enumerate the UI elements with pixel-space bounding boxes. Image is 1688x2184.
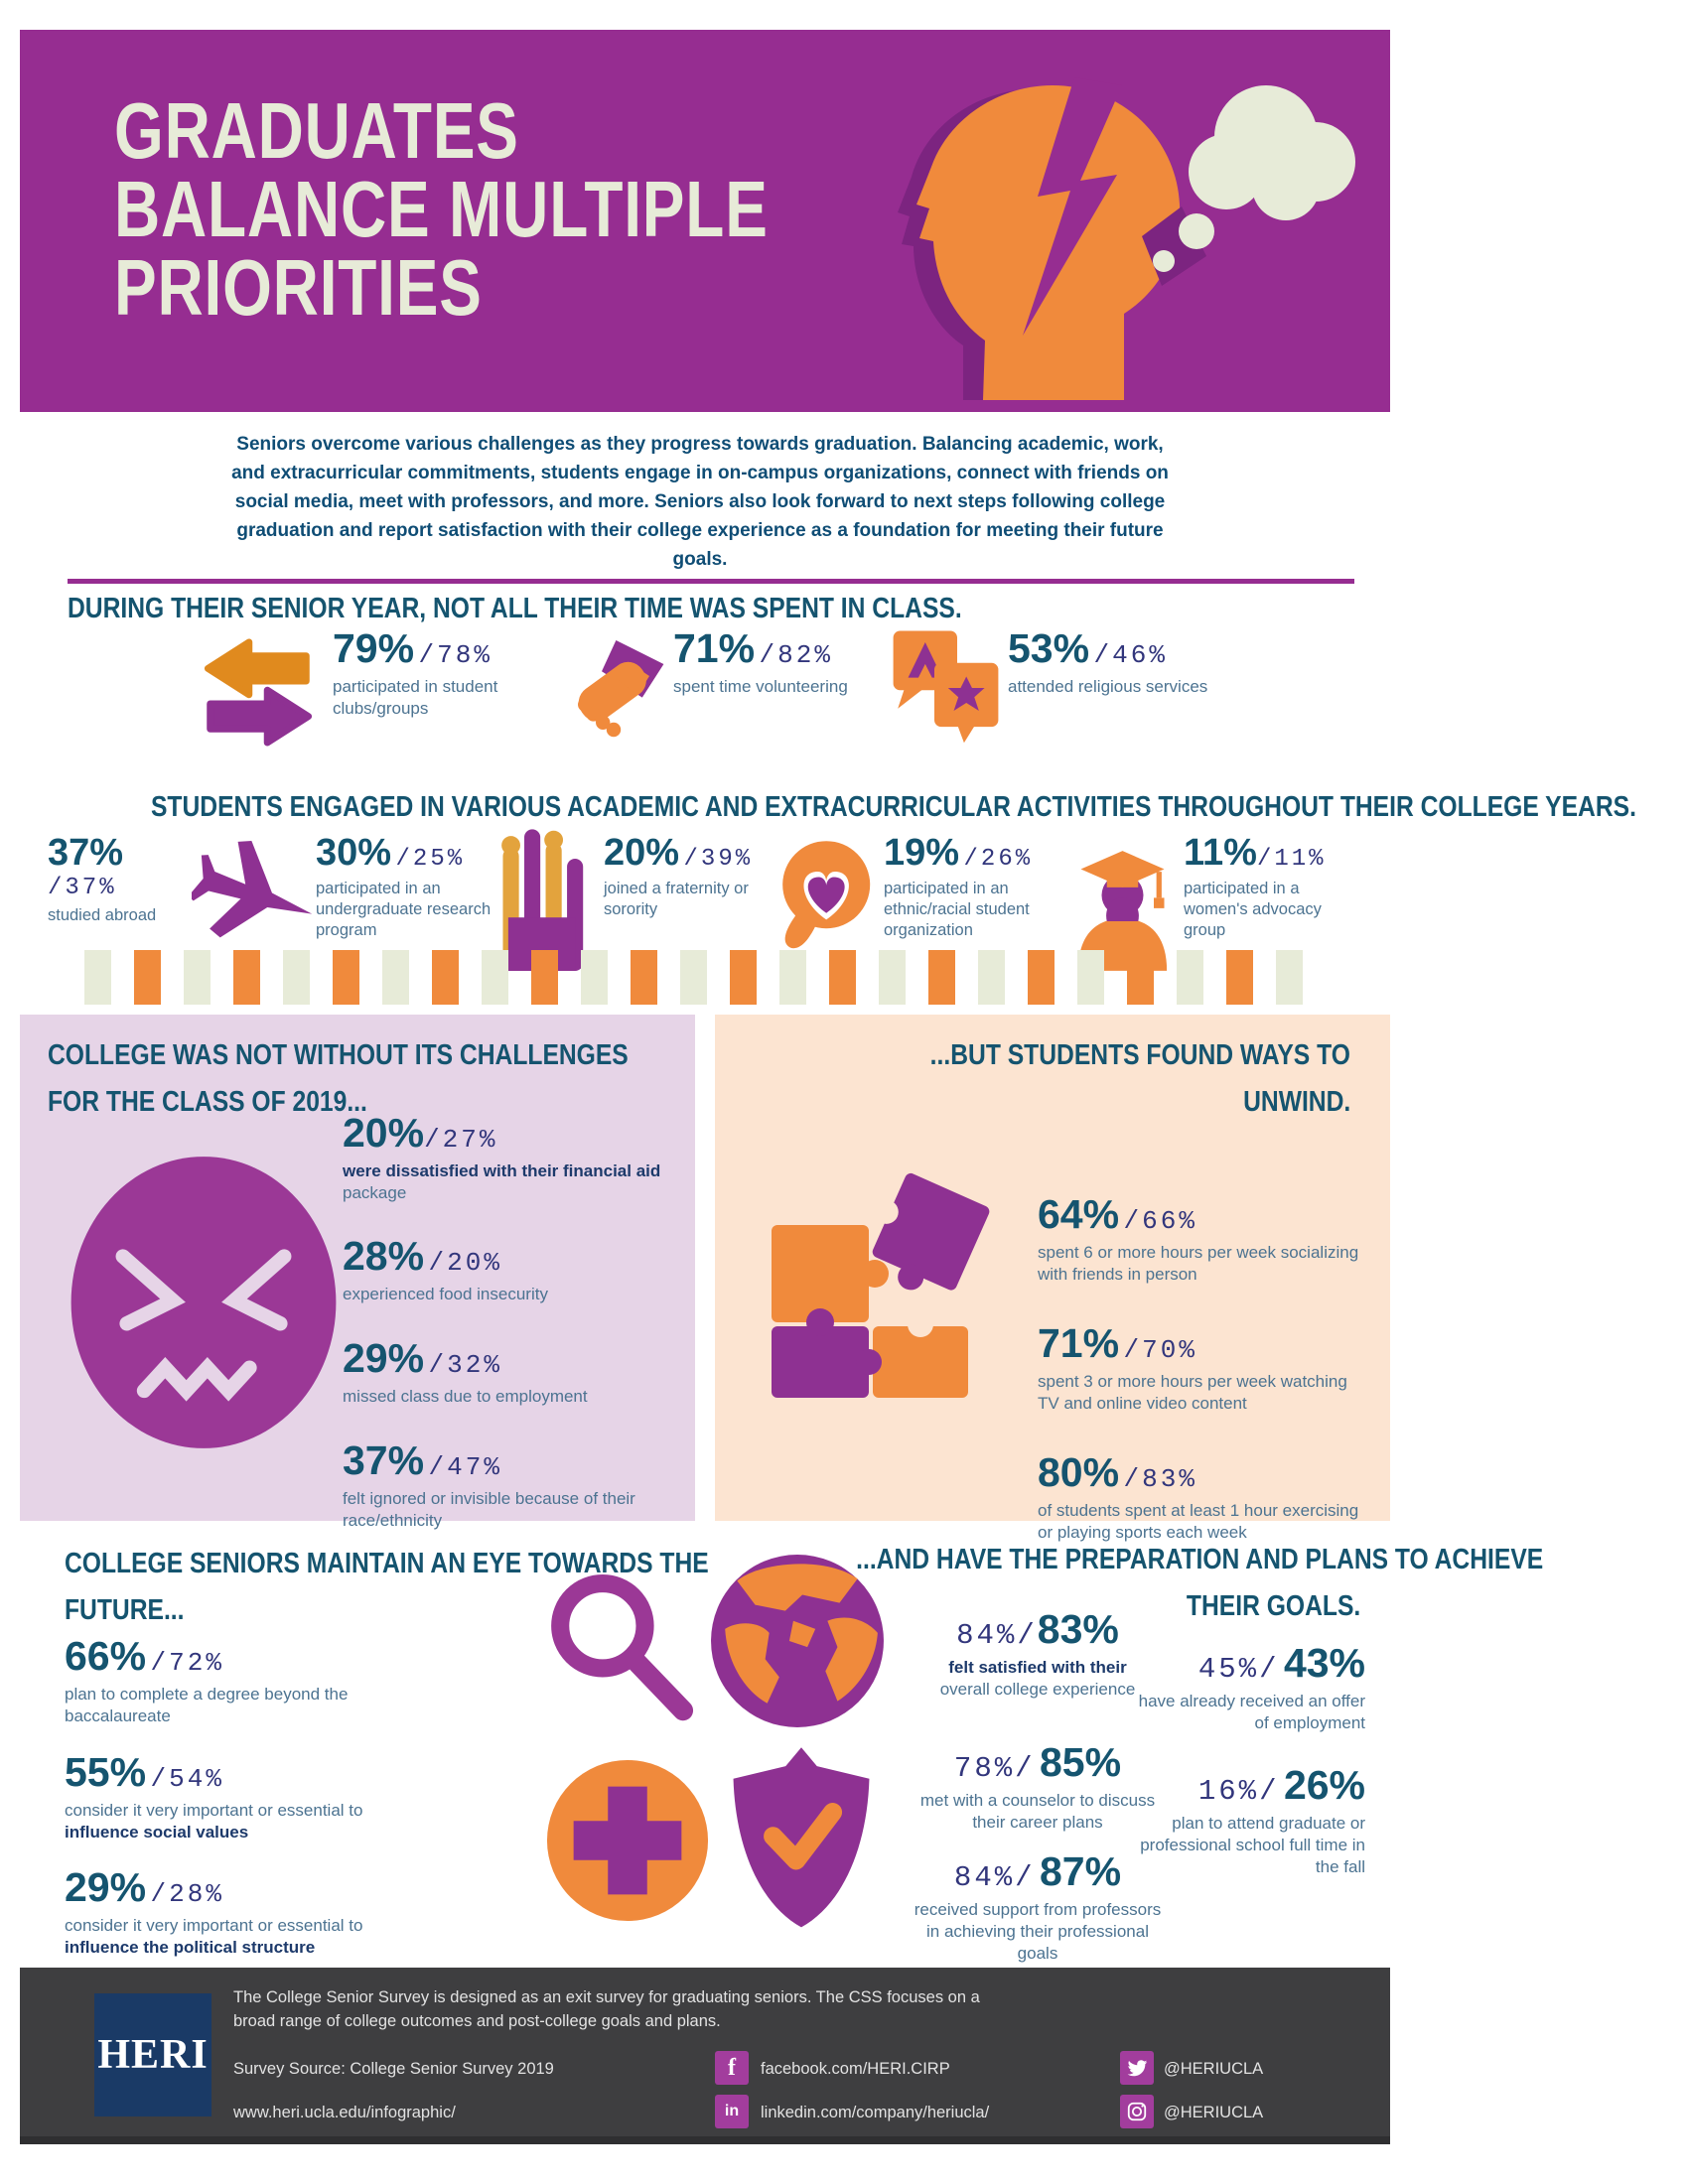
stat-ethnic-org: 19% /26% participated in an ethnic/racia…	[884, 832, 1034, 939]
linkedin-icon[interactable]: in	[715, 2095, 749, 2128]
challenge-stat-ignored: 37% /47% felt ignored or invisible becau…	[343, 1437, 635, 1530]
globe-icon	[711, 1555, 884, 1727]
decorative-square	[1127, 950, 1154, 1005]
footer-source: Survey Source: College Senior Survey 201…	[233, 2060, 554, 2078]
decorative-square	[1177, 950, 1203, 1005]
decorative-square	[382, 950, 409, 1005]
future-stat-political: 29% /28% consider it very important or e…	[65, 1864, 363, 1957]
goals-heading-line1: ...AND HAVE THE PREPARATION AND PLANS TO…	[856, 1544, 1544, 1575]
unwind-stat-socializing: 64% /66% spent 6 or more hours per week …	[1038, 1191, 1359, 1284]
stat-clubs: 79% /78% participated in student clubs/g…	[333, 625, 498, 718]
raised-hands-icon	[501, 829, 584, 971]
decorative-square	[283, 950, 310, 1005]
intro-paragraph: Seniors overcome various challenges as t…	[231, 434, 1169, 570]
decorative-square	[730, 950, 757, 1005]
decorative-square	[978, 950, 1005, 1005]
decorative-square	[829, 950, 856, 1005]
future-stat-social-values: 55% /54% consider it very important or e…	[65, 1749, 363, 1842]
airplane-icon	[192, 840, 313, 938]
decorative-square	[84, 950, 111, 1005]
stat-abroad: 37% /37% studied abroad	[48, 832, 157, 924]
decorative-square	[333, 950, 359, 1005]
goals-stat-professors: 84%/ 87% received support from professor…	[914, 1848, 1162, 1963]
angry-face-icon	[70, 1157, 337, 1448]
decorative-square	[631, 950, 657, 1005]
facebook-icon[interactable]: f	[715, 2051, 749, 2085]
decorative-square	[1077, 950, 1104, 1005]
decorative-square	[233, 950, 260, 1005]
section-activities-heading: STUDENTS ENGAGED IN VARIOUS ACADEMIC AND…	[150, 791, 1636, 823]
unwind-stat-tv: 71% /70% spent 3 or more hours per week …	[1038, 1320, 1347, 1413]
footer-description: The College Senior Survey is designed as…	[233, 1988, 980, 2030]
twitter-icon[interactable]	[1120, 2051, 1154, 2085]
arrows-icon	[204, 638, 313, 747]
stat-volunteering: 71% /82% spent time volunteering	[673, 625, 848, 696]
decorative-square	[1028, 950, 1055, 1005]
decorative-square	[482, 950, 508, 1005]
challenge-stat-food: 28% /20% experienced food insecurity	[343, 1233, 548, 1303]
decorative-square	[581, 950, 608, 1005]
twitter-handle[interactable]: @HERIUCLA	[1164, 2060, 1264, 2078]
instagram-icon[interactable]	[1120, 2095, 1154, 2128]
decorative-square	[184, 950, 211, 1005]
decorative-square	[1276, 950, 1303, 1005]
magnifier-icon	[551, 1574, 694, 1721]
decorative-square	[134, 950, 161, 1005]
unwind-box: ...BUT STUDENTS FOUND WAYS TO UNWIND. 64…	[715, 1015, 1390, 1542]
future-stat-degree: 66% /72% plan to complete a degree beyon…	[65, 1633, 349, 1725]
handshake-icon	[578, 640, 664, 738]
page-title: GRADUATES BALANCE MULTIPLE PRIORITIES	[114, 86, 769, 332]
decorative-square	[432, 950, 459, 1005]
future-heading: COLLEGE SENIORS MAINTAIN AN EYE TOWARDS …	[65, 1548, 709, 1626]
medical-cross-icon	[546, 1759, 709, 1922]
footer-url[interactable]: www.heri.ucla.edu/infographic/	[233, 2104, 456, 2121]
linkedin-link[interactable]: linkedin.com/company/heriucla/	[761, 2104, 990, 2121]
goals-stat-counselor: 78%/ 85% met with a counselor to discuss…	[919, 1739, 1156, 1832]
decorative-square	[531, 950, 558, 1005]
divider-rule	[68, 579, 1354, 584]
stat-research: 30% /25% participated in an undergraduat…	[316, 832, 492, 939]
decorative-square	[1226, 950, 1253, 1005]
goals-heading-line2: THEIR GOALS.	[1186, 1590, 1360, 1622]
unwind-heading-line2: UNWIND.	[1242, 1086, 1350, 1118]
thinking-head-icon	[898, 77, 1355, 400]
stat-religious: 53% /46% attended religious services	[1008, 625, 1208, 696]
challenge-stat-financial-aid: 20%/27% were dissatisfied with their fin…	[343, 1110, 661, 1202]
chat-bubbles-icon	[893, 630, 999, 744]
stat-womens-advocacy: 11%/11% participated in a women's advoca…	[1184, 832, 1327, 939]
decorative-square	[879, 950, 906, 1005]
decorative-square	[928, 950, 955, 1005]
unwind-stat-exercise: 80% /83% of students spent at least 1 ho…	[1038, 1449, 1359, 1542]
stat-fraternity: 20% /39% joined a fraternity or sorority	[604, 832, 754, 918]
heart-bubble-icon	[782, 841, 871, 949]
unwind-heading-line1: ...BUT STUDENTS FOUND WAYS TO	[929, 1039, 1350, 1071]
goals-stat-gradschool: 16%/ 26% plan to attend graduate or prof…	[1140, 1762, 1365, 1876]
decorative-square	[779, 950, 806, 1005]
shield-check-icon	[733, 1747, 870, 1928]
heri-logo: HERI	[94, 1993, 211, 2116]
section-senior-year-heading: DURING THEIR SENIOR YEAR, NOT ALL THEIR …	[68, 593, 962, 624]
challenges-heading: COLLEGE WAS NOT WITHOUT ITS CHALLENGES F…	[48, 1039, 629, 1118]
header-banner: GRADUATES BALANCE MULTIPLE PRIORITIES	[20, 30, 1390, 412]
goals-stat-employment: 45%/ 43% have already received an offer …	[1138, 1640, 1365, 1732]
instagram-handle[interactable]: @HERIUCLA	[1164, 2104, 1264, 2121]
challenges-box: COLLEGE WAS NOT WITHOUT ITS CHALLENGES F…	[20, 1015, 695, 1530]
decorative-squares	[84, 950, 1303, 1005]
facebook-link[interactable]: facebook.com/HERI.CIRP	[761, 2060, 950, 2078]
goals-stat-satisfied: 84%/83% felt satisfied with their overall…	[939, 1606, 1136, 1699]
puzzle-icon	[772, 1172, 990, 1398]
challenge-stat-missed-class: 29% /32% missed class due to employment	[343, 1335, 588, 1406]
decorative-square	[680, 950, 707, 1005]
footer: HERI The College Senior Survey is design…	[20, 1968, 1390, 2144]
